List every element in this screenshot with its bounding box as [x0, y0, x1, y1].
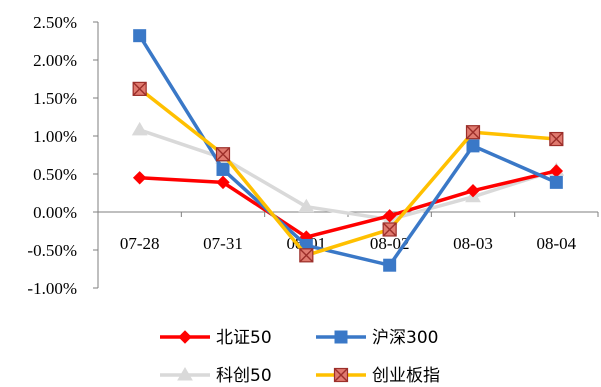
series-0 — [132, 164, 564, 244]
legend-marker — [177, 367, 193, 381]
series-line — [139, 169, 557, 239]
series-line — [138, 34, 558, 267]
y-tick-label: 1.00% — [33, 127, 77, 146]
data-point — [549, 131, 564, 147]
legend-item: 科创50 — [160, 366, 272, 386]
legend-marker — [334, 330, 348, 344]
data-point — [466, 184, 480, 198]
legend-marker — [333, 367, 349, 383]
y-axis: 2.50% 2.00% 1.50% 1.00% 0.50% 0.00% -0.50% -1.0… — [27, 13, 99, 298]
data-point — [216, 175, 230, 190]
y-tick-label: 0.50% — [33, 165, 77, 184]
series-line — [139, 128, 557, 222]
legend-marker — [178, 330, 192, 344]
series-layer — [131, 29, 565, 272]
x-tick-label: 08-03 — [453, 234, 493, 253]
legend-item: 北证50 — [160, 328, 272, 348]
data-point — [382, 209, 397, 223]
series-1 — [133, 29, 563, 272]
series-2 — [131, 121, 565, 226]
data-point — [131, 121, 148, 136]
legend-label: 科创50 — [216, 366, 272, 386]
legend-item: 沪深300 — [316, 328, 438, 348]
data-point — [133, 29, 147, 43]
data-point — [549, 175, 563, 189]
x-tick-label: 07-31 — [203, 234, 243, 253]
series-3 — [132, 81, 564, 263]
y-tick-label: 2.00% — [33, 51, 77, 70]
data-point — [383, 258, 397, 272]
legend-label: 创业板指 — [372, 366, 440, 386]
x-tick-label: 08-04 — [536, 234, 576, 253]
data-point — [216, 162, 230, 176]
y-tick-label: 0.00% — [33, 203, 77, 222]
data-point — [215, 147, 231, 162]
data-point — [132, 171, 147, 185]
legend: 北证50 沪深300 科创50 创业板指 — [160, 328, 440, 386]
y-tick-label: -1.00% — [27, 279, 77, 298]
x-tick-label: 07-28 — [120, 234, 160, 253]
series-line — [138, 87, 557, 258]
y-tick-label: -0.50% — [27, 241, 77, 260]
data-point — [299, 248, 314, 263]
data-point — [298, 198, 315, 213]
legend-label: 沪深300 — [372, 328, 438, 348]
data-point — [132, 81, 147, 96]
y-tick-label: 2.50% — [33, 13, 77, 32]
y-tick-label: 1.50% — [33, 89, 77, 108]
legend-item: 创业板指 — [316, 366, 440, 386]
data-point — [382, 222, 397, 237]
data-point — [465, 125, 481, 140]
legend-label: 北证50 — [216, 328, 272, 348]
data-point — [466, 139, 480, 153]
